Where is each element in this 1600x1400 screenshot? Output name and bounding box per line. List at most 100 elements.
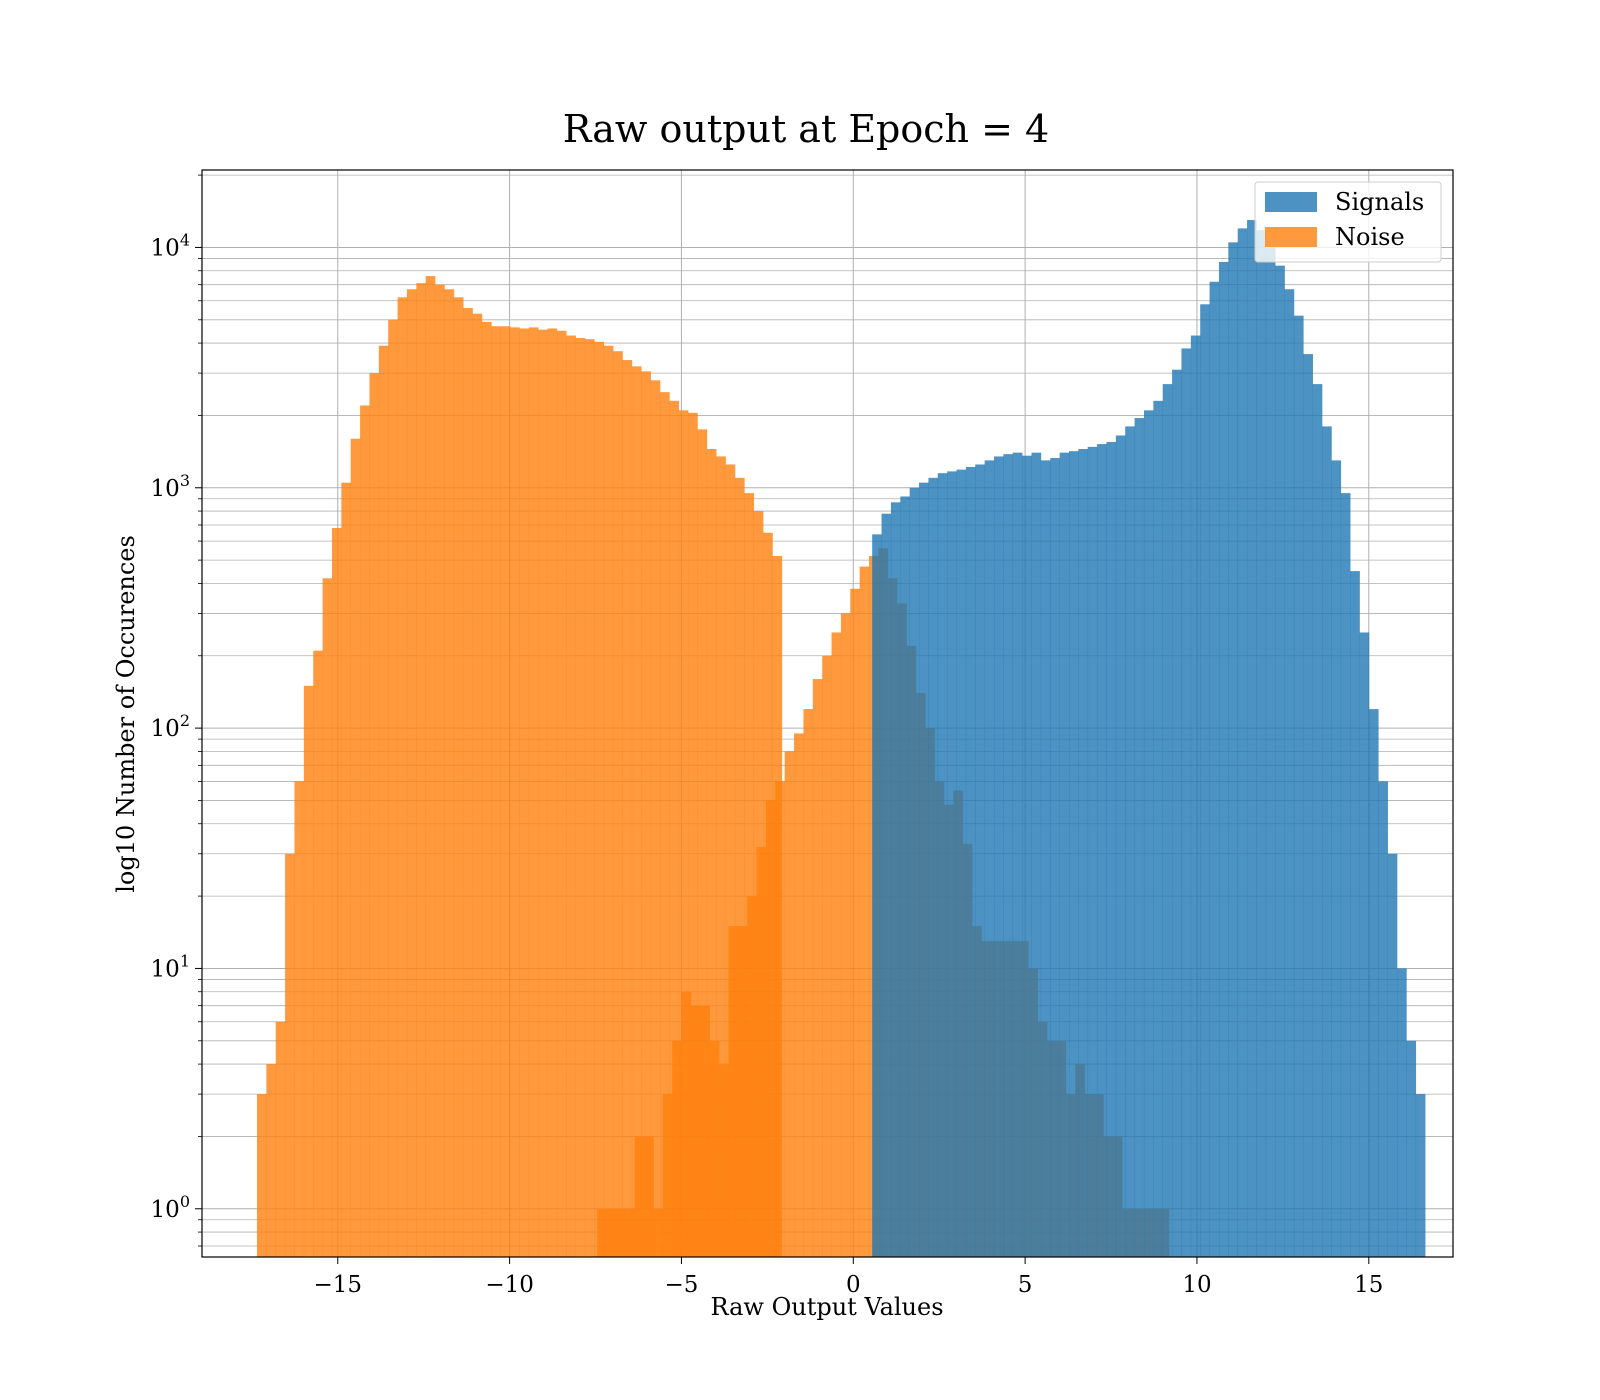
hist-bar: [435, 284, 445, 1257]
hist-bar: [812, 679, 823, 1257]
hist-bar: [681, 991, 692, 1257]
hist-bar: [1068, 451, 1079, 1257]
series-signals: [872, 220, 1426, 1258]
hist-bar: [1162, 384, 1173, 1258]
hist-bar: [1125, 426, 1135, 1257]
hist-bar: [1050, 458, 1060, 1258]
hist-bar: [984, 460, 995, 1257]
hist-bar: [266, 1064, 277, 1257]
hist-bar: [1312, 384, 1323, 1258]
hist-bar: [622, 360, 633, 1258]
x-axis-label: Raw Output Values: [710, 1293, 943, 1321]
plot-frame: [201, 169, 1454, 1258]
hist-bar: [890, 502, 901, 1258]
hist-bar: [519, 328, 530, 1257]
hist-bar: [662, 1094, 673, 1257]
x-axis-ticks: −15 −10 −5 0 5 10 15: [313, 1257, 1383, 1298]
hist-bar: [728, 926, 739, 1257]
hist-bar: [360, 405, 370, 1257]
hist-bar: [1209, 281, 1220, 1258]
hist-bar: [538, 329, 548, 1258]
hist-bar: [734, 477, 745, 1257]
hist-bar: [784, 751, 795, 1257]
y-tick-label: 100: [151, 1192, 190, 1223]
hist-bar: [1284, 289, 1295, 1257]
legend-swatch-noise: [1265, 227, 1317, 247]
hist-bar: [613, 351, 623, 1257]
hist-bar: [294, 781, 305, 1257]
hist-bar: [331, 528, 342, 1257]
hist-bar: [937, 473, 948, 1258]
hist-bar: [822, 655, 832, 1257]
hist-bar: [631, 366, 642, 1257]
hist-bar: [756, 847, 767, 1257]
hist-bar: [709, 1040, 720, 1257]
hist-bar: [575, 337, 586, 1257]
hist-bar: [444, 289, 455, 1257]
hist-bar: [909, 487, 920, 1257]
hist-bar: [585, 339, 595, 1257]
hist-bar: [719, 1064, 729, 1257]
hist-bar: [1406, 1040, 1417, 1257]
hist-bar: [416, 283, 426, 1258]
hist-bar: [1228, 242, 1238, 1257]
histogram-bars: [256, 220, 1426, 1258]
hist-bar: [1322, 426, 1332, 1257]
hist-bar: [1003, 454, 1014, 1258]
hist-bar: [690, 1005, 701, 1257]
y-tick-label: 104: [151, 230, 190, 261]
hist-bar: [425, 276, 436, 1257]
y-tick-label: 101: [151, 951, 190, 982]
hist-bar: [725, 464, 736, 1258]
hist-bar: [1387, 853, 1398, 1257]
hist-bar: [397, 297, 408, 1257]
hist-bar: [672, 1040, 682, 1257]
hist-bar: [1087, 446, 1098, 1257]
x-tick-label: −15: [313, 1272, 362, 1298]
y-axis-ticks: 100 101 102 103 104: [151, 174, 202, 1247]
legend-label-signals: Signals: [1335, 188, 1424, 216]
hist-bar: [900, 496, 910, 1257]
hist-bar: [453, 297, 464, 1257]
hist-bar: [1106, 442, 1117, 1257]
hist-bar: [1040, 460, 1051, 1257]
hist-bar: [697, 429, 708, 1257]
hist-bar: [594, 341, 605, 1257]
hist-bar: [472, 313, 483, 1257]
y-tick-label: 103: [151, 471, 190, 502]
hist-bar: [744, 493, 755, 1257]
hist-bar: [1143, 410, 1154, 1258]
hist-bar: [510, 327, 520, 1257]
hist-bar: [491, 326, 501, 1257]
hist-bar: [803, 709, 814, 1257]
hist-bar: [285, 853, 295, 1257]
hist-bar: [1134, 418, 1145, 1257]
hist-bar: [350, 438, 361, 1257]
legend-label-noise: Noise: [1335, 223, 1405, 251]
series-noise: [256, 276, 783, 1258]
hist-bar: [653, 1208, 664, 1257]
hist-bar: [1172, 369, 1182, 1257]
hist-bar: [1303, 354, 1313, 1258]
hist-bar: [831, 632, 842, 1257]
hist-bar: [1331, 460, 1342, 1257]
hist-bar: [275, 1021, 286, 1257]
hist-bar: [706, 448, 717, 1257]
hist-bar: [1200, 304, 1210, 1257]
hist-bar: [1397, 968, 1407, 1257]
y-tick-label: 102: [151, 711, 190, 742]
x-tick-label: 10: [1182, 1272, 1211, 1298]
hist-bar: [1022, 455, 1032, 1257]
hist-bar: [1181, 348, 1192, 1258]
hist-bar: [840, 613, 851, 1257]
hist-bar: [956, 469, 967, 1257]
hist-bar: [1415, 1094, 1426, 1257]
hist-bar: [872, 534, 882, 1257]
hist-bar: [341, 482, 352, 1258]
hist-bar: [678, 410, 689, 1258]
hist-bar: [1265, 247, 1276, 1258]
hist-bar: [500, 326, 511, 1257]
hist-bar: [737, 926, 748, 1257]
hist-bar: [859, 566, 870, 1257]
